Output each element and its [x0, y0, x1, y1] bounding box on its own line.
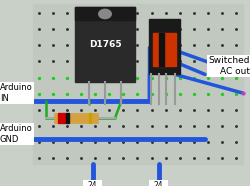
Text: Arduino
IN: Arduino IN [0, 83, 33, 103]
Bar [159, 33, 164, 66]
Bar [62, 113, 64, 123]
Bar [75, 7, 135, 20]
Bar [89, 113, 91, 123]
Text: 24
VDC
(−): 24 VDC (−) [84, 181, 101, 186]
Bar [149, 19, 180, 74]
Ellipse shape [99, 9, 111, 19]
Bar [75, 7, 135, 82]
Text: Arduino
GND: Arduino GND [0, 124, 33, 144]
Bar [152, 33, 176, 66]
Text: Switched
AC out: Switched AC out [208, 56, 250, 76]
Bar [58, 113, 60, 123]
Bar [66, 113, 68, 123]
Bar [54, 113, 98, 123]
Text: D1765: D1765 [89, 40, 121, 49]
Bar [32, 4, 242, 164]
Text: 24
VDC
(+): 24 VDC (+) [150, 181, 167, 186]
